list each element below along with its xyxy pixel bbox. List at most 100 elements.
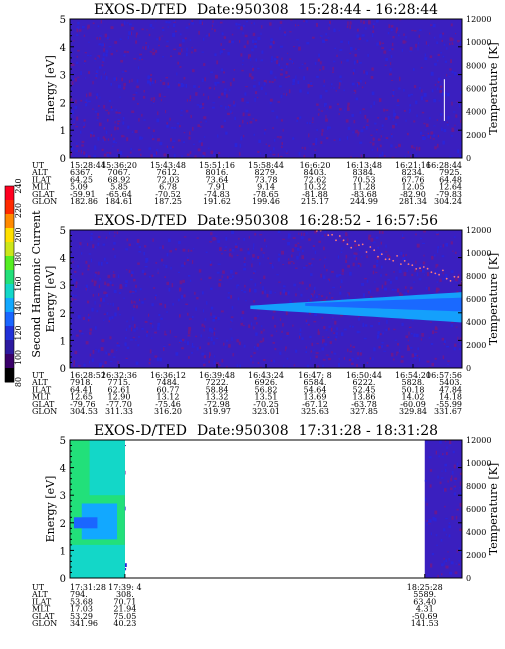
spectrogram-cell	[270, 334, 274, 337]
temperature-point	[396, 255, 398, 257]
spectrogram-cell	[359, 111, 362, 114]
spectrogram-cell	[242, 324, 245, 327]
spectrogram-cell	[91, 279, 94, 283]
spectrogram-cell	[108, 319, 110, 323]
spectrogram-cell	[254, 289, 257, 293]
spectrogram-cell	[300, 233, 303, 236]
spectrogram-cell	[260, 330, 263, 334]
spectrogram-cell	[211, 329, 214, 333]
temperature-point	[400, 263, 402, 265]
spectrogram-cell	[82, 25, 85, 29]
spectrogram-cell	[239, 143, 242, 148]
ephemeris-value: 5828.	[402, 378, 425, 387]
spectrogram-cell	[448, 525, 451, 528]
spectrogram-cell	[253, 22, 255, 25]
spectrogram-cell	[429, 55, 433, 58]
spectrogram-cell	[103, 257, 106, 261]
spectrogram-cell	[121, 23, 124, 27]
spectrogram-cell	[229, 110, 232, 114]
spectrogram-cell	[380, 135, 382, 138]
spectrogram-cell	[263, 328, 265, 332]
spectrogram-cell	[150, 337, 153, 339]
temperature-tick-label: 10000	[466, 38, 491, 47]
spectrogram-cell	[357, 352, 359, 356]
spectrogram-cell	[333, 352, 337, 355]
spectrogram-cell	[410, 145, 414, 149]
spectrogram-cell	[283, 32, 287, 36]
spectrogram-cell	[102, 138, 104, 142]
spectrogram-cell	[202, 309, 204, 313]
ephemeris-value: 6584.	[304, 378, 327, 387]
spectrogram-cell	[98, 284, 100, 289]
spectrogram-cell	[352, 71, 355, 75]
spectrogram-cell	[146, 330, 149, 333]
spectrogram-cell	[125, 337, 127, 340]
spectrogram-cell	[221, 275, 223, 279]
spectrogram-cell	[240, 136, 243, 141]
spectrogram-cell	[213, 360, 216, 365]
ephemeris-value: 73.64	[206, 175, 229, 184]
spectrogram-cell	[309, 335, 312, 338]
spectrogram-cell	[139, 53, 142, 56]
spectrogram-cell	[284, 349, 286, 352]
spectrogram-cell	[128, 79, 131, 83]
spectrogram-cell	[354, 53, 357, 57]
spectrogram-cell	[451, 128, 455, 132]
spectrogram-cell	[220, 310, 224, 313]
spectrogram-cell	[217, 316, 220, 321]
spectrogram-cell	[305, 319, 308, 323]
spectrogram-cell	[276, 60, 279, 64]
spectrogram-cell	[381, 47, 384, 50]
spectrogram-cell	[215, 74, 218, 79]
spectrogram-cell	[298, 282, 302, 284]
spectrogram-cell	[322, 39, 325, 43]
spectrogram-cell	[256, 344, 260, 346]
spectrogram-cell	[241, 69, 244, 72]
spectrogram-cell	[309, 283, 311, 287]
spectrogram-cell	[332, 71, 334, 73]
spectrogram-cell	[347, 238, 349, 242]
spectrogram-cell	[239, 364, 241, 368]
spectrogram-cell	[101, 64, 104, 67]
spectrogram-cell	[322, 275, 326, 279]
ephemeris-value: 5589.	[413, 590, 436, 599]
energy-tick-label: 3	[60, 281, 66, 292]
spectrogram-cell	[131, 300, 133, 303]
panel-title-date: Date:950308	[197, 213, 289, 229]
spectrogram-cell	[331, 298, 334, 300]
spectrogram-cell	[92, 349, 95, 354]
spectrogram-cell	[287, 261, 291, 265]
spectrogram-cell	[403, 109, 406, 112]
spectrogram-cell	[124, 342, 127, 346]
spectrogram-cell	[292, 78, 295, 83]
spectrogram-cell	[432, 517, 435, 521]
spectrogram-cell	[353, 120, 356, 124]
spectrogram-cell	[308, 238, 311, 242]
spectrogram-cell	[341, 273, 344, 275]
spectrogram-cell	[393, 328, 396, 331]
spectrogram-cell	[106, 153, 110, 157]
spectrogram-cell	[444, 340, 446, 344]
spectrogram-cell	[310, 85, 314, 87]
ephemeris-value: 75.05	[113, 612, 136, 621]
spectrogram-cell	[407, 347, 410, 351]
spectrogram-cell	[98, 293, 100, 297]
spectrogram-cell	[321, 316, 323, 319]
spectrogram-cell	[317, 329, 319, 333]
spectrogram-cell	[71, 110, 74, 114]
spectrogram-cell	[449, 443, 452, 446]
spectrogram-cell	[439, 90, 442, 93]
spectrogram-cell	[458, 560, 461, 562]
spectrogram-cell	[236, 339, 239, 343]
spectrogram-cell	[401, 322, 404, 327]
spectrogram-cell	[277, 153, 279, 158]
ephemeris-value: 244.99	[350, 197, 378, 206]
spectrogram-cell	[437, 60, 439, 62]
ephemeris-value: 16:28:44	[426, 161, 462, 170]
spectrogram-cell	[148, 358, 151, 361]
spectrogram-cell	[214, 29, 216, 32]
spectrogram-cell	[396, 288, 400, 293]
spectrogram-cell	[312, 245, 316, 247]
spectrogram-cell	[290, 261, 294, 263]
spectrogram-cell	[233, 103, 236, 107]
